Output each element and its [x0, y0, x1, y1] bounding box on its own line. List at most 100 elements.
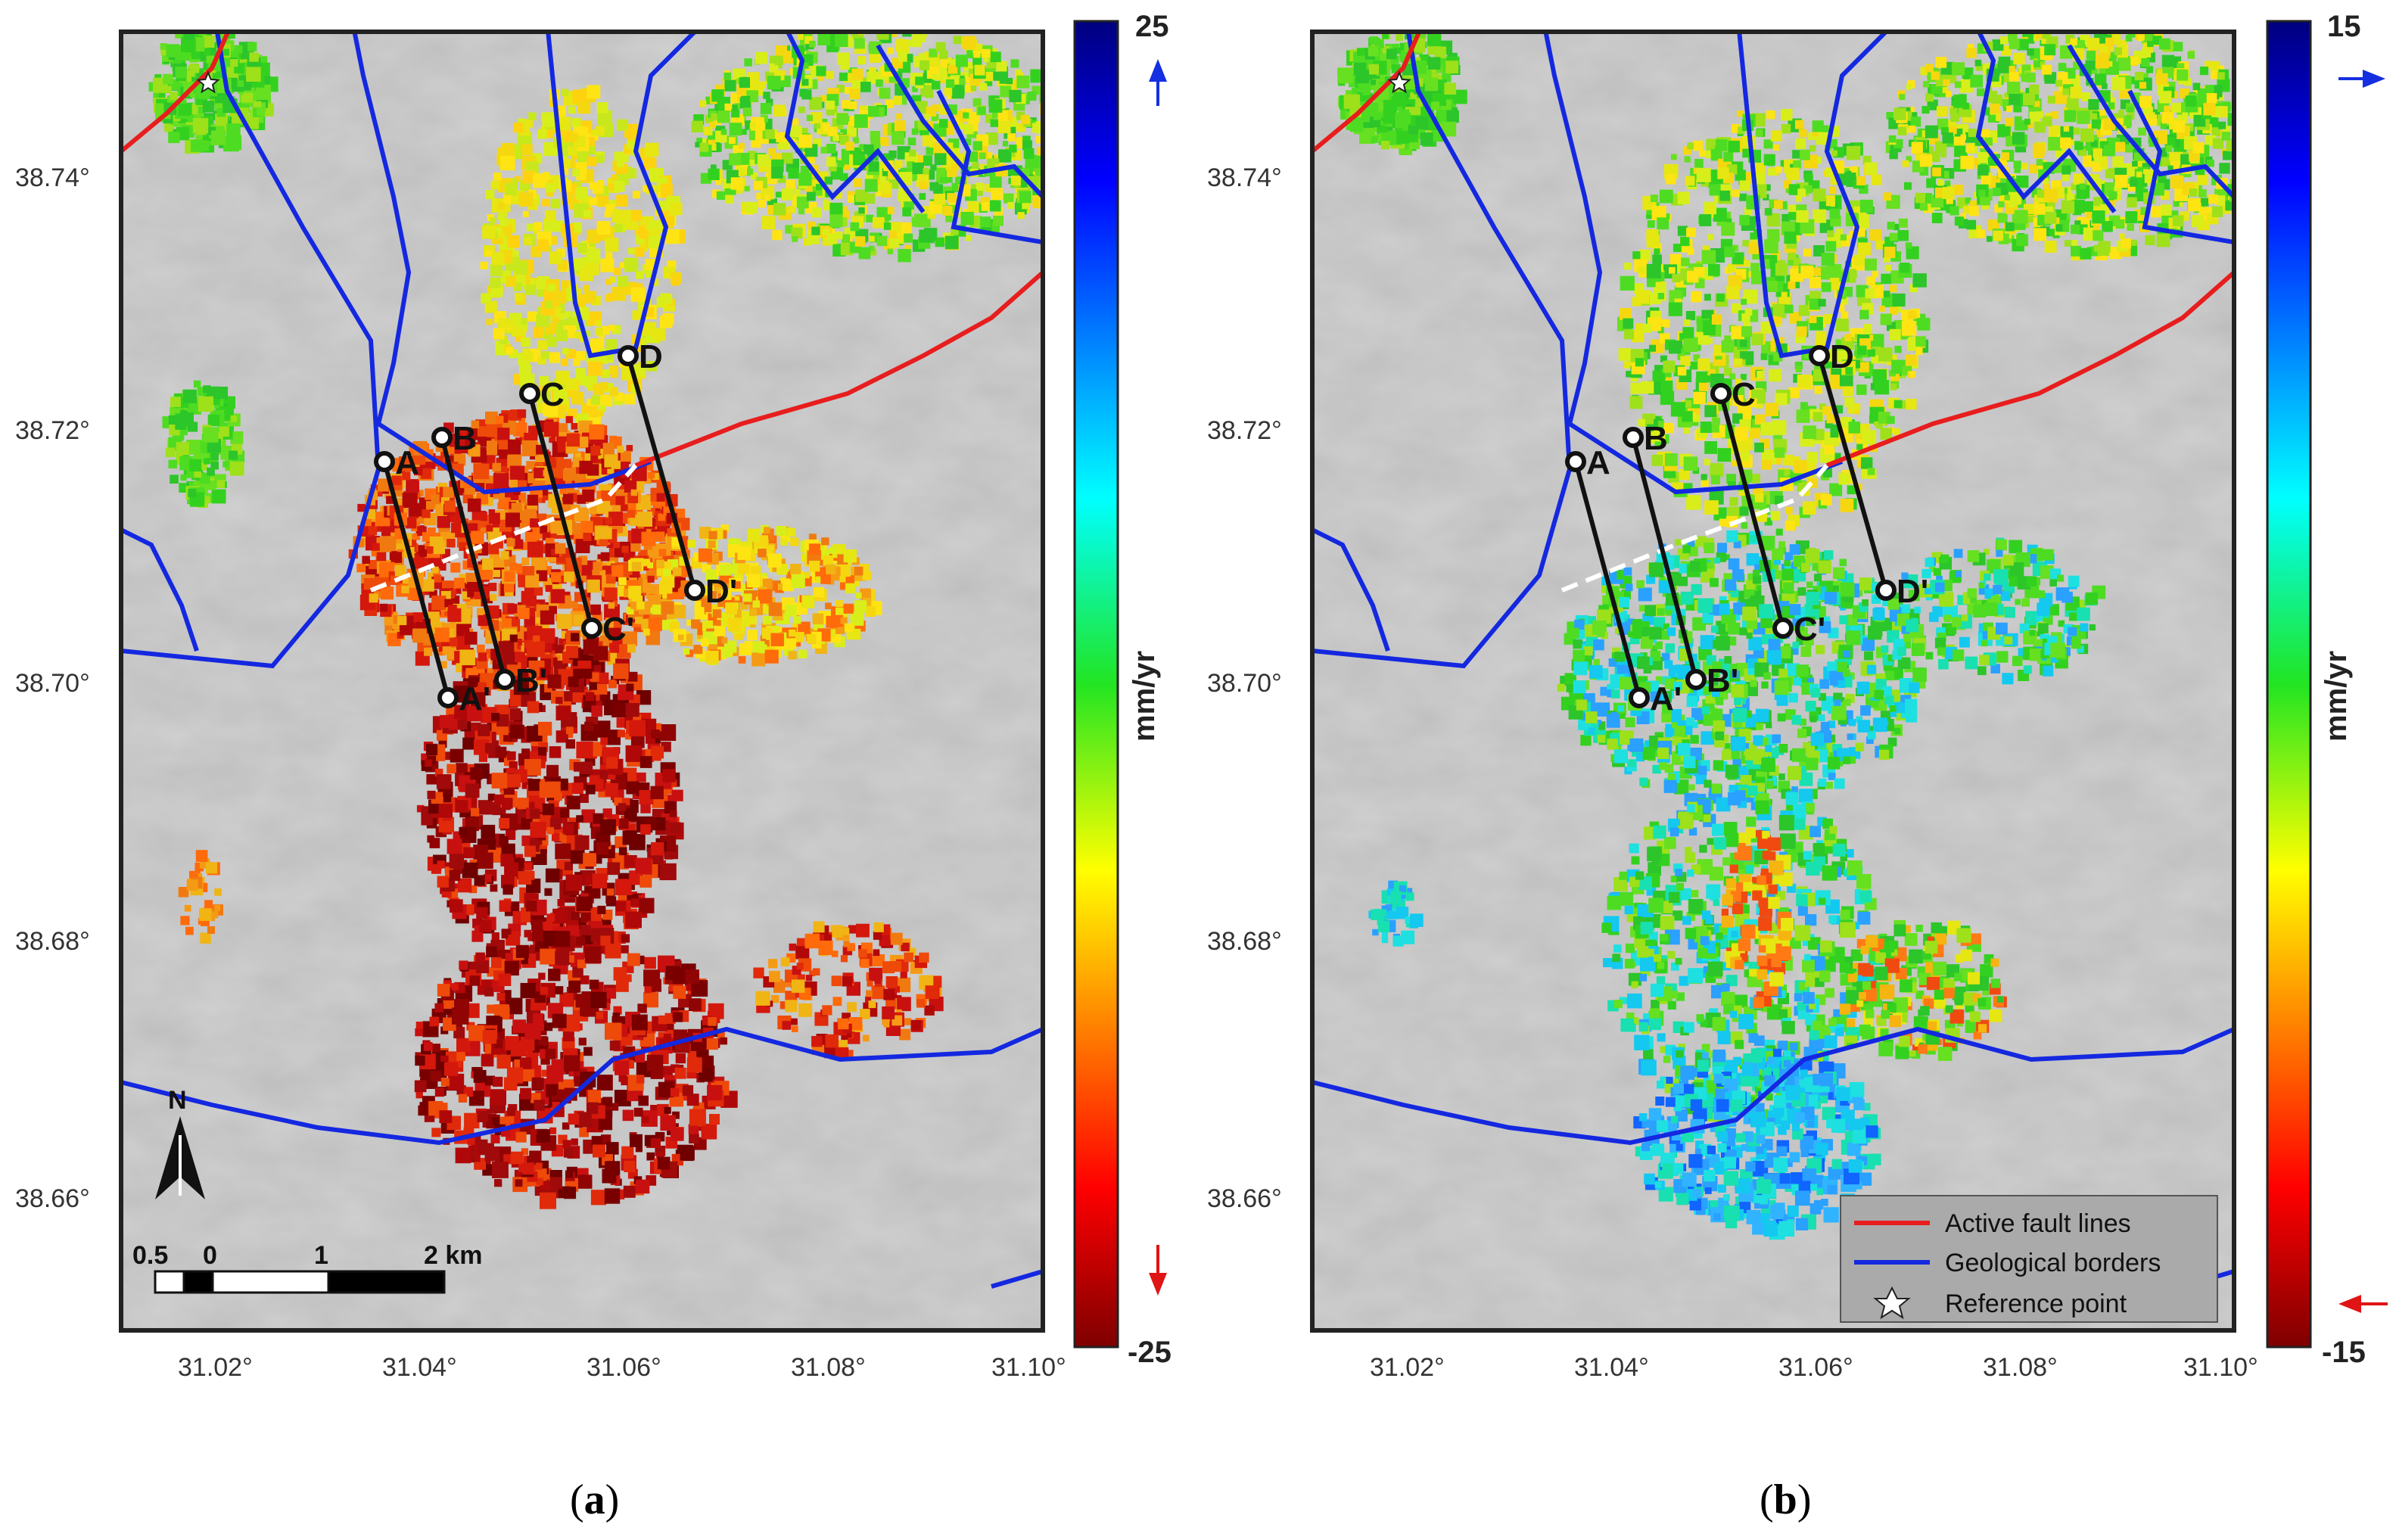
pixel	[590, 1190, 607, 1206]
pixel	[883, 222, 891, 230]
scale-bar: 0.5 0 1 2 km	[132, 1241, 483, 1294]
pixel	[898, 52, 907, 62]
pixel	[835, 191, 842, 199]
colorbar-a: 25 -25 mm/yr	[1073, 10, 1172, 1369]
pixel	[918, 53, 924, 59]
pixel	[600, 369, 609, 378]
pixel	[617, 210, 632, 224]
pixel	[848, 195, 855, 203]
pixel	[1410, 92, 1417, 99]
pixel	[993, 215, 1004, 226]
pixel	[925, 985, 939, 999]
pixel	[868, 106, 879, 117]
pixel	[873, 988, 884, 998]
pixel	[605, 204, 615, 213]
pixel	[443, 795, 452, 803]
pixel	[572, 966, 583, 978]
pixel	[467, 558, 476, 568]
pixel	[546, 182, 555, 193]
pixel	[575, 539, 590, 553]
pixel	[562, 459, 572, 468]
pixel	[478, 800, 493, 815]
pixel	[495, 746, 507, 758]
pixel	[823, 124, 830, 132]
pixel	[555, 950, 570, 966]
pixel	[967, 201, 979, 213]
pixel	[812, 968, 820, 975]
pixel	[1346, 90, 1352, 97]
pixel	[907, 39, 915, 47]
pixel	[386, 496, 394, 504]
pixel	[868, 161, 879, 172]
pixel	[785, 1000, 798, 1013]
pixel	[591, 456, 599, 462]
pixel	[527, 494, 538, 506]
pixel	[848, 101, 857, 110]
pixel	[449, 854, 464, 869]
pixel	[519, 1057, 532, 1069]
pixel	[400, 623, 412, 636]
pixel	[567, 160, 576, 169]
pixel	[397, 498, 404, 505]
pixel	[590, 395, 601, 405]
pixel	[503, 204, 511, 213]
pixel	[571, 850, 585, 864]
pixel	[850, 222, 860, 232]
pixel	[605, 278, 612, 285]
pixel	[450, 899, 463, 913]
pixel	[1017, 212, 1025, 219]
pixel	[515, 293, 524, 302]
pixel	[798, 106, 805, 114]
pixel	[818, 940, 833, 956]
pixel	[621, 945, 629, 954]
pixel	[1056, 148, 1070, 162]
pixel	[1060, 135, 1072, 146]
pixel	[437, 876, 449, 888]
pixel	[602, 443, 615, 455]
pixel	[707, 1084, 723, 1101]
pixel	[972, 98, 982, 107]
pixel	[434, 1087, 445, 1097]
pixel	[1007, 133, 1016, 142]
pixel	[972, 141, 982, 151]
pixel	[720, 1037, 727, 1045]
pixel	[253, 101, 262, 110]
pixel	[415, 1055, 425, 1066]
pixel	[521, 318, 527, 325]
pixel	[553, 387, 568, 402]
pixel	[843, 1029, 852, 1038]
pixel	[640, 824, 651, 835]
pixel	[526, 901, 537, 912]
pixel	[985, 132, 998, 145]
pixel	[699, 142, 709, 152]
pixel	[565, 1170, 574, 1178]
pixel	[575, 187, 588, 200]
pixel	[537, 129, 547, 139]
pixel	[466, 705, 483, 722]
pixel	[807, 633, 817, 644]
pixel	[459, 623, 470, 633]
pixel	[597, 110, 612, 125]
pixel	[617, 275, 629, 287]
pixel	[546, 189, 554, 197]
pixel	[738, 142, 745, 149]
pixel	[643, 969, 661, 987]
pixel	[656, 1152, 664, 1161]
pixel	[596, 842, 609, 855]
pixel	[770, 81, 778, 89]
pixel	[1052, 148, 1063, 160]
pixel	[509, 708, 521, 720]
pixel	[562, 1122, 570, 1130]
pixel	[557, 899, 565, 907]
pixel	[932, 80, 941, 90]
pixel	[979, 152, 986, 160]
pixel	[945, 215, 953, 222]
pixel	[424, 647, 433, 656]
pixel	[206, 55, 214, 64]
pixel	[425, 546, 434, 554]
pixel	[658, 1015, 667, 1025]
pixel	[977, 106, 986, 115]
pixel	[755, 51, 767, 64]
pixel	[897, 997, 911, 1012]
pixel	[695, 142, 701, 148]
